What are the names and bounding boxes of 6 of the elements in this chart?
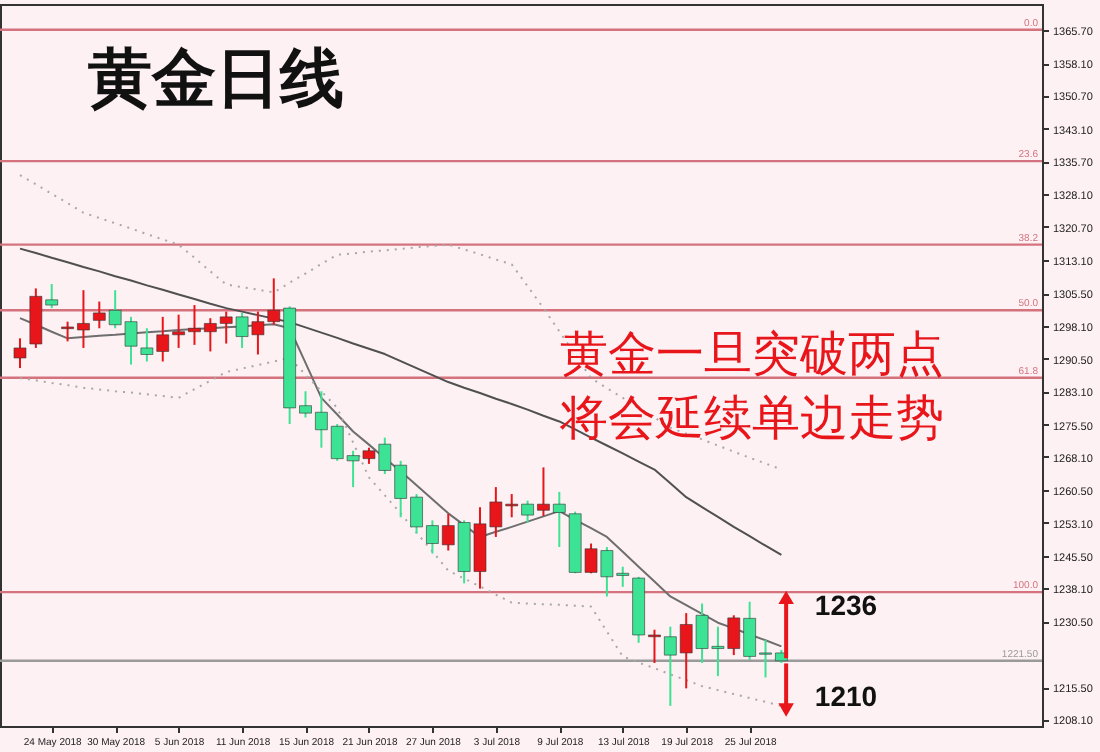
annotation: 黄金一旦突破两点: [560, 328, 944, 382]
annotation: 1236: [814, 589, 878, 622]
text: 1210: [814, 680, 878, 712]
text: 黄金日线: [88, 42, 344, 114]
candlestick: [13, 337, 27, 370]
annotation: 将会延续单边走势: [558, 392, 944, 446]
